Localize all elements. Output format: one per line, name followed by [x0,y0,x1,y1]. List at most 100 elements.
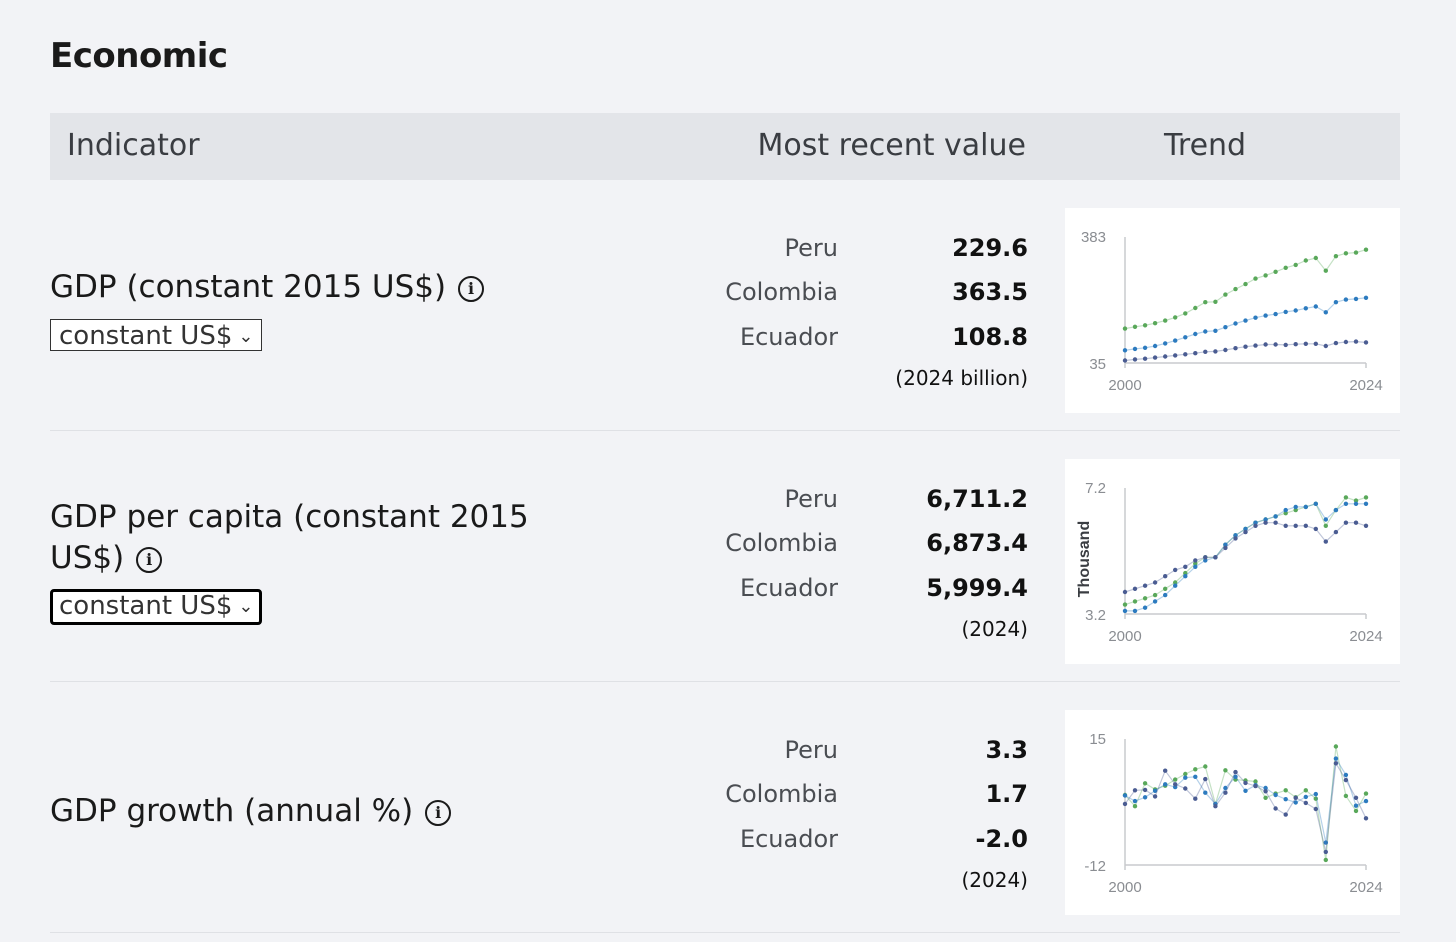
data-point-ecuador [1293,342,1298,347]
country-label: Colombia [725,780,838,808]
indicator-row-gdp-per-capita: GDP per capita (constant 2015 US$) i cons… [50,432,1400,682]
country-value: 363.5 [952,278,1028,306]
data-point-colombia [1152,599,1158,604]
data-point-colombia [1233,533,1238,538]
row-divider [50,430,1400,431]
data-point-colombia [1303,504,1308,510]
trend-chart-gdp-growth[interactable]: 15 -12 2000 2024 [1065,710,1400,915]
data-point-ecuador [1193,351,1198,356]
data-point-ecuador [1152,794,1158,799]
data-point-peru [1203,764,1208,769]
data-point-peru [1283,788,1288,793]
data-point-peru [1142,323,1148,328]
indicator-title-line: US$) [50,540,125,576]
data-point-peru [1353,250,1359,255]
data-point-colombia [1323,310,1328,315]
indicator-title: GDP (constant 2015 US$) i [50,267,485,308]
series-line-colombia [1124,756,1367,843]
data-point-ecuador [1142,787,1148,793]
country-label: Colombia [725,529,838,557]
data-point-colombia [1223,325,1228,330]
data-point-colombia [1203,558,1208,563]
data-point-ecuador [1122,358,1128,363]
data-point-ecuador [1203,776,1208,782]
data-point-ecuador [1243,529,1248,535]
x-tick-label: 2024 [1349,628,1382,645]
data-point-colombia [1183,335,1188,340]
country-label: Peru [784,485,838,513]
data-point-peru [1253,779,1258,784]
data-point-ecuador [1253,343,1258,348]
data-point-ecuador [1122,589,1128,595]
series-line-peru [1124,496,1367,606]
data-point-colombia [1152,343,1158,349]
data-point-ecuador [1223,790,1228,795]
data-point-colombia [1343,772,1349,778]
indicator-title-text: GDP (constant 2015 US$) [50,269,447,305]
data-point-ecuador [1343,520,1349,525]
data-point-colombia [1353,803,1359,808]
data-point-colombia [1353,501,1359,506]
data-point-colombia [1233,774,1238,779]
indicator-title-line: GDP per capita (constant 2015 [50,499,529,535]
data-point-peru [1263,795,1268,800]
country-value: 3.3 [985,736,1028,764]
data-point-ecuador [1273,520,1278,525]
data-point-ecuador [1313,341,1318,346]
info-icon[interactable]: i [458,276,485,302]
row-divider [50,932,1400,933]
info-icon[interactable]: i [425,800,452,826]
country-label: Ecuador [739,574,838,602]
data-point-peru [1163,586,1168,591]
data-point-ecuador [1152,580,1158,585]
data-point-peru [1353,808,1359,814]
data-point-colombia [1313,501,1318,506]
data-point-colombia [1303,306,1308,311]
data-point-colombia [1132,798,1138,804]
unit-select[interactable]: constant US$ ⌄ [50,589,263,625]
country-value: 108.8 [952,323,1028,351]
data-point-colombia [1203,790,1208,795]
data-point-colombia [1293,308,1298,313]
data-point-colombia [1303,794,1308,800]
trend-chart-gdp[interactable]: 383 35 2000 2024 [1065,208,1400,413]
data-point-peru [1293,507,1298,513]
country-label: Peru [784,736,838,764]
data-point-colombia [1323,517,1328,522]
data-point-ecuador [1293,523,1298,528]
data-point-peru [1363,495,1369,500]
country-value: 6,711.2 [926,485,1028,513]
data-point-ecuador [1313,526,1318,532]
data-point-colombia [1132,346,1138,352]
unit-select[interactable]: constant US$ ⌄ [50,319,263,351]
data-point-ecuador [1163,354,1168,359]
y-tick-label: 35 [1089,356,1106,373]
data-point-ecuador [1283,523,1288,528]
data-point-peru [1293,262,1298,268]
info-icon[interactable]: i [136,547,163,573]
data-point-colombia [1363,798,1369,804]
data-point-colombia [1163,782,1168,787]
data-point-colombia [1333,300,1339,305]
indicator-row-gdp: GDP (constant 2015 US$) i constant US$ ⌄ P… [50,181,1400,431]
data-point-peru [1243,281,1248,287]
data-point-ecuador [1193,796,1198,801]
x-tick-label: 2000 [1108,377,1141,394]
country-label: Ecuador [739,825,838,853]
data-point-ecuador [1353,520,1359,525]
series-line-peru [1124,746,1367,860]
data-point-ecuador [1213,349,1218,354]
unit-select-value: constant US$ [59,591,233,621]
data-point-peru [1343,495,1349,500]
data-point-peru [1343,251,1349,256]
data-point-colombia [1122,348,1128,353]
data-point-colombia [1353,296,1359,302]
data-point-colombia [1163,341,1168,346]
data-point-ecuador [1363,523,1369,528]
trend-chart-gdp-per-capita[interactable]: 7.2 3.2 2000 2024 Thousand [1065,459,1400,664]
data-point-peru [1323,857,1328,863]
data-point-peru [1333,254,1339,259]
data-point-ecuador [1223,545,1228,551]
